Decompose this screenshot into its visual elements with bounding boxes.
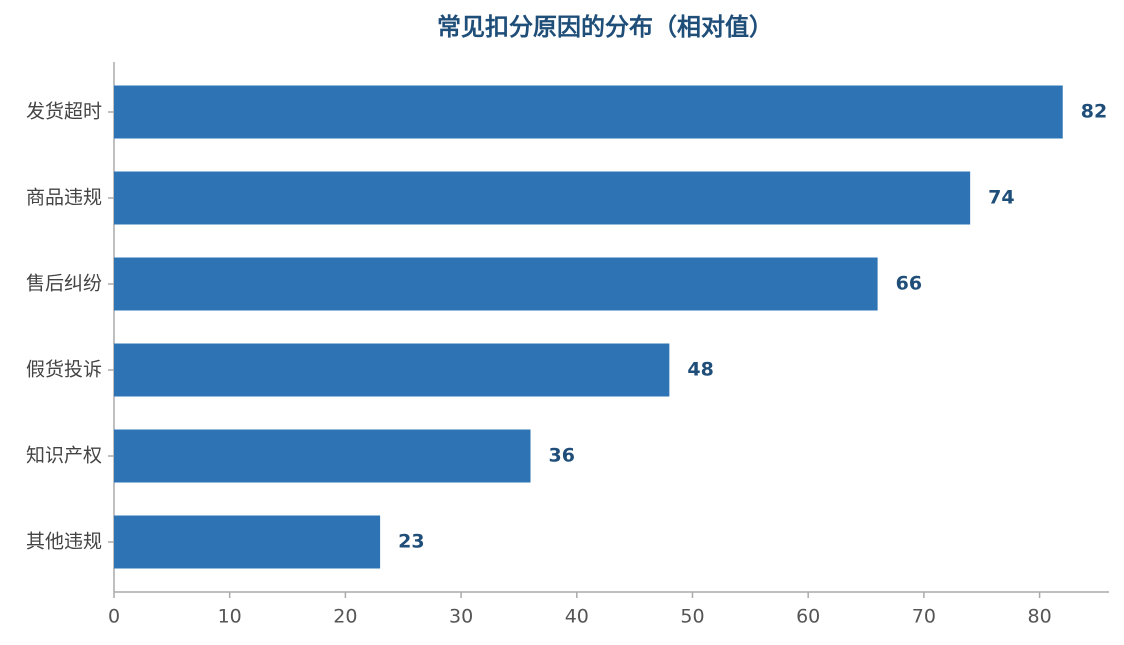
value-label: 23 bbox=[398, 531, 424, 553]
x-tick-label: 0 bbox=[108, 606, 120, 628]
bar bbox=[114, 429, 531, 483]
bar bbox=[114, 515, 381, 569]
y-tick-label: 其他违规 bbox=[26, 531, 102, 553]
value-label: 82 bbox=[1081, 101, 1107, 123]
y-tick-label: 假货投诉 bbox=[26, 359, 102, 381]
bar bbox=[114, 343, 670, 397]
bar bbox=[114, 171, 971, 225]
y-tick-label: 发货超时 bbox=[26, 101, 102, 123]
y-tick-label: 商品违规 bbox=[26, 187, 102, 209]
value-label: 36 bbox=[549, 445, 575, 467]
chart-title: 常见扣分原因的分布（相对值） bbox=[437, 13, 773, 41]
value-label: 48 bbox=[687, 359, 713, 381]
x-tick-label: 30 bbox=[449, 606, 473, 628]
x-tick-label: 70 bbox=[912, 606, 936, 628]
y-tick-label: 售后纠纷 bbox=[26, 273, 102, 295]
bar bbox=[114, 257, 878, 311]
x-tick-label: 80 bbox=[1027, 606, 1051, 628]
value-label: 66 bbox=[896, 273, 922, 295]
x-tick-label: 60 bbox=[796, 606, 820, 628]
x-tick-label: 20 bbox=[333, 606, 357, 628]
x-tick-label: 10 bbox=[218, 606, 242, 628]
x-tick-label: 50 bbox=[680, 606, 704, 628]
x-tick-label: 40 bbox=[565, 606, 589, 628]
y-tick-label: 知识产权 bbox=[26, 445, 102, 467]
value-label: 74 bbox=[988, 187, 1014, 209]
bar bbox=[114, 85, 1063, 139]
